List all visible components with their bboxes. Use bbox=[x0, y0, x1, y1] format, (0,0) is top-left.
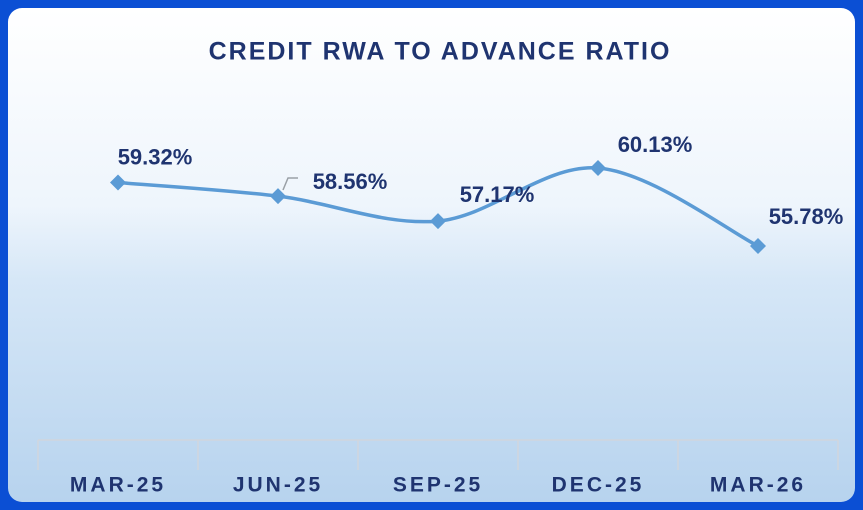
x-tick-label: JUN-25 bbox=[233, 474, 323, 497]
leader-line bbox=[282, 177, 298, 191]
value-label: 59.32% bbox=[118, 144, 193, 169]
x-tick-label: DEC-25 bbox=[552, 474, 645, 497]
x-tick-label: MAR-26 bbox=[710, 474, 806, 497]
marker bbox=[590, 160, 606, 176]
value-label: 58.56% bbox=[313, 169, 388, 194]
marker bbox=[430, 213, 446, 230]
chart-title: CREDIT RWA TO ADVANCE RATIO bbox=[209, 38, 672, 66]
value-label: 60.13% bbox=[618, 132, 693, 157]
x-tick-label: SEP-25 bbox=[393, 474, 483, 497]
panel bbox=[8, 8, 855, 502]
value-label: 55.78% bbox=[769, 204, 844, 229]
x-tick-label: MAR-25 bbox=[70, 474, 166, 497]
marker bbox=[270, 188, 286, 205]
marker bbox=[110, 174, 126, 191]
marker bbox=[750, 238, 766, 254]
value-label: 57.17% bbox=[460, 182, 535, 207]
